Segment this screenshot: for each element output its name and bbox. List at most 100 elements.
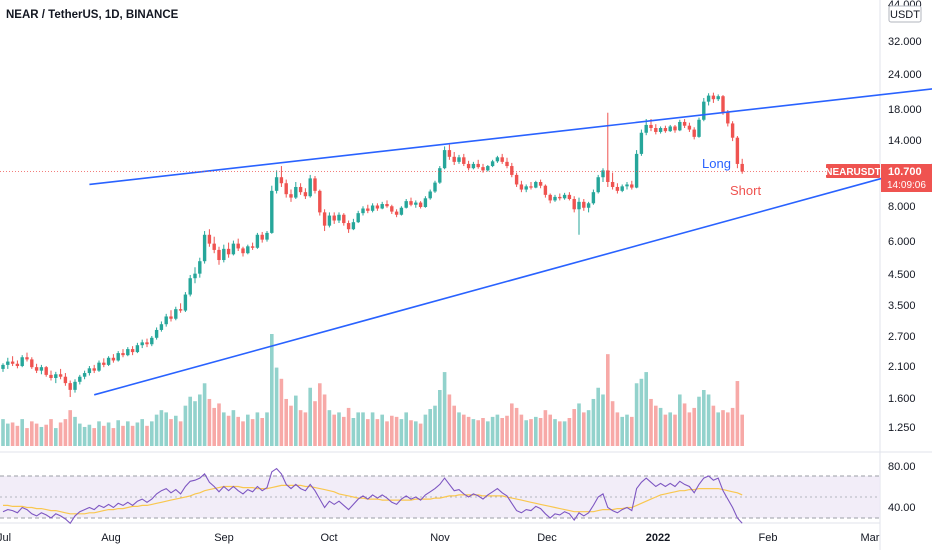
candle xyxy=(342,213,346,226)
candle xyxy=(500,153,504,164)
volume-bar xyxy=(418,423,423,446)
volume-bar xyxy=(577,403,581,446)
candle xyxy=(730,121,735,142)
volume-bar xyxy=(351,418,356,446)
candle xyxy=(663,125,668,133)
time-tick: Jul xyxy=(0,532,11,544)
candle xyxy=(591,189,596,205)
candle xyxy=(740,158,744,174)
volume-bar xyxy=(250,419,255,446)
volume-bar xyxy=(313,401,317,446)
candle xyxy=(87,366,92,376)
volume-bar xyxy=(678,394,682,446)
volume-bar xyxy=(25,428,29,446)
volume-bar xyxy=(668,412,672,446)
rsi-tick-80: 80.00 xyxy=(888,461,916,473)
rsi-pane[interactable] xyxy=(0,475,880,519)
candle xyxy=(380,201,384,210)
volume-bar xyxy=(332,414,336,446)
volume-bar xyxy=(558,421,562,446)
candle xyxy=(207,229,212,247)
volume-bar xyxy=(730,407,735,446)
volume-bar xyxy=(409,420,413,446)
volume-bar xyxy=(442,372,447,446)
volume-bar xyxy=(255,412,260,446)
volume-bar xyxy=(697,396,701,446)
candle xyxy=(553,194,557,202)
volume-bar xyxy=(327,410,332,446)
volume-bar xyxy=(692,407,696,446)
candle xyxy=(673,124,677,133)
volume-bar xyxy=(562,421,567,446)
price-tick: 24.000 xyxy=(888,69,922,81)
candle xyxy=(289,189,293,202)
annotation-short[interactable]: Short xyxy=(730,183,761,198)
volume-bar xyxy=(97,421,101,446)
volume-bar xyxy=(534,416,538,446)
candle xyxy=(423,196,428,208)
trendline-lower[interactable] xyxy=(93,140,932,396)
candle xyxy=(529,181,533,190)
candle xyxy=(428,189,432,200)
candle xyxy=(174,306,178,321)
volume-bar xyxy=(73,416,77,446)
candle xyxy=(543,184,548,198)
time-tick: Sep xyxy=(214,532,234,544)
candle xyxy=(711,92,716,103)
candle xyxy=(351,218,356,231)
volume-bar xyxy=(524,420,528,446)
candle xyxy=(462,153,466,167)
candle xyxy=(102,358,106,368)
candle xyxy=(15,360,20,369)
volume-bar xyxy=(30,421,34,446)
volume-bar xyxy=(164,412,168,446)
volume-bar xyxy=(476,420,480,446)
price-axis[interactable]: 44.00032.00024.00018.00014.0008.0006.000… xyxy=(888,0,922,434)
volume-bar xyxy=(183,405,188,446)
candle xyxy=(318,189,322,216)
candle xyxy=(697,117,701,138)
volume-bar xyxy=(529,419,533,446)
volume-bar xyxy=(615,412,620,446)
candle xyxy=(116,351,120,362)
price-pane[interactable] xyxy=(0,0,880,449)
trendlines[interactable] xyxy=(89,83,932,396)
volume-bar xyxy=(178,421,183,446)
candle xyxy=(82,370,87,380)
volume-bar xyxy=(226,415,231,446)
candle xyxy=(298,183,303,195)
candle xyxy=(154,327,159,340)
candle xyxy=(418,201,423,209)
volume-bar xyxy=(294,395,298,446)
annotation-long[interactable]: Long xyxy=(702,156,731,171)
volume-bar xyxy=(34,423,39,446)
volume-bar xyxy=(726,412,730,446)
volume-bar xyxy=(126,421,130,446)
volume-bar xyxy=(246,414,250,446)
volume-bar xyxy=(385,421,389,446)
price-tick: 14.000 xyxy=(888,135,922,147)
volume-bar xyxy=(639,378,644,446)
volume-bar xyxy=(44,424,48,446)
candle xyxy=(188,274,192,297)
volume-bar xyxy=(193,401,197,446)
volume-bar xyxy=(145,425,149,446)
candle xyxy=(639,129,644,156)
candle xyxy=(361,206,365,216)
candle xyxy=(49,370,53,381)
volume-bar xyxy=(394,416,399,446)
currency-box[interactable] xyxy=(888,5,922,23)
candle xyxy=(265,231,269,242)
candle xyxy=(63,373,68,386)
volume-bar xyxy=(510,403,514,446)
trendline-upper[interactable] xyxy=(89,83,932,186)
volume-bar xyxy=(610,401,615,446)
volume-bar xyxy=(658,407,663,446)
time-axis[interactable]: Jul Aug Sep Oct Nov Dec 2022 Feb Mar xyxy=(0,532,880,544)
volume-bar xyxy=(318,383,322,446)
candle xyxy=(562,192,567,200)
candle xyxy=(246,244,250,255)
candle xyxy=(366,204,370,214)
candle xyxy=(457,154,461,164)
